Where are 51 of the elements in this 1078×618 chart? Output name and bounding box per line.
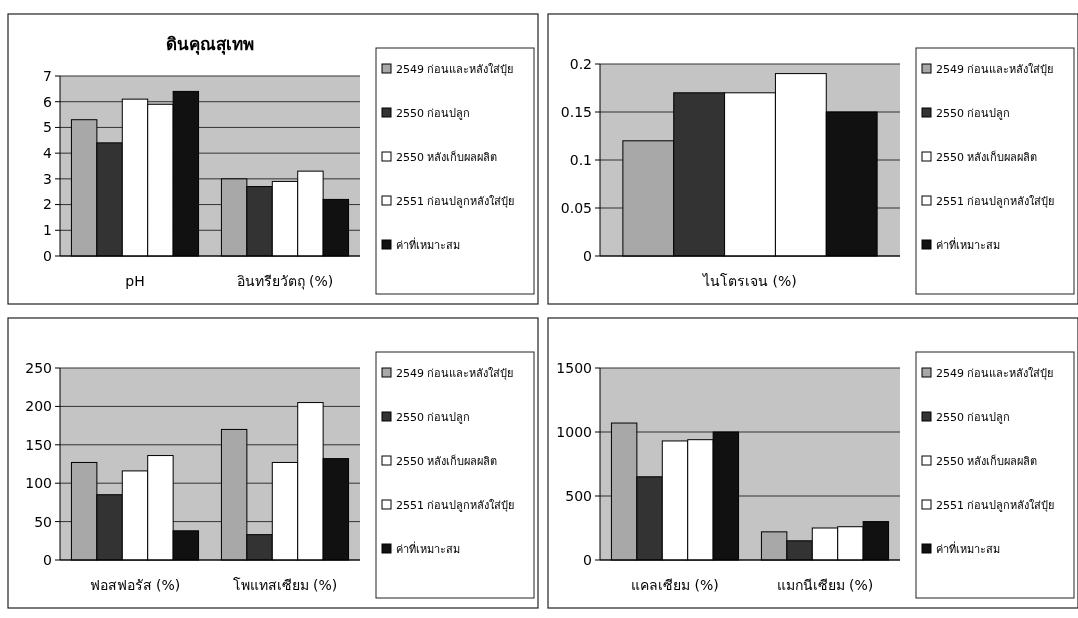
y-tick-label: 7	[43, 67, 52, 84]
legend-label: 2551 ก่อนปลูกหลังใส่ปุ๋ย	[936, 499, 1055, 512]
x-tick-label: ไนโตรเจน (%)	[702, 273, 797, 289]
y-tick-label: 1000	[556, 423, 592, 440]
legend-label: 2549 ก่อนและหลังใส่ปุ๋ย	[396, 367, 514, 380]
x-tick-label: โพแทสเซียม (%)	[232, 577, 338, 593]
legend-label: 2551 ก่อนปลูกหลังใส่ปุ๋ย	[396, 499, 515, 512]
y-tick-label: 4	[43, 145, 53, 162]
legend-label: 2550 ก่อนปลูก	[396, 411, 471, 424]
x-tick-label: อินทรียวัตถุ (%)	[236, 273, 334, 290]
legend-label: 2550 ก่อนปลูก	[936, 411, 1011, 424]
legend-label: 2549 ก่อนและหลังใส่ปุ๋ย	[396, 63, 514, 76]
y-tick-label: 0.2	[569, 55, 592, 72]
y-tick-label: 0	[583, 247, 592, 264]
y-tick-label: 150	[25, 436, 52, 453]
y-tick-label: 0	[43, 551, 52, 568]
y-tick-label: 200	[25, 398, 52, 415]
x-tick-label: pH	[125, 273, 145, 289]
x-tick-label: แมกนีเซียม (%)	[776, 577, 874, 593]
legend-label: 2550 หลังเก็บผลผลิต	[396, 150, 498, 164]
legend-label: 2550 หลังเก็บผลผลิต	[396, 454, 498, 468]
y-tick-label: 0	[583, 551, 592, 568]
y-tick-label: 100	[25, 475, 52, 492]
legend-label: 2551 ก่อนปลูกหลังใส่ปุ๋ย	[936, 195, 1055, 208]
y-tick-label: 0.1	[569, 151, 592, 168]
y-tick-label: 1500	[556, 359, 592, 376]
y-tick-label: 5	[43, 119, 52, 136]
y-tick-label: 0.05	[560, 199, 592, 216]
legend-label: 2551 ก่อนปลูกหลังใส่ปุ๋ย	[396, 195, 515, 208]
x-tick-label: ฟอสฟอรัส (%)	[89, 577, 181, 593]
legend-label: ค่าที่เหมาะสม	[396, 541, 460, 556]
legend-label: ค่าที่เหมาะสม	[936, 541, 1000, 556]
y-tick-label: 0.15	[560, 103, 592, 120]
chart-title: ดินคุณสุเทพ	[166, 34, 254, 55]
y-tick-label: 6	[43, 93, 53, 110]
legend-label: ค่าที่เหมาะสม	[936, 237, 1000, 252]
legend-label: 2550 หลังเก็บผลผลิต	[936, 150, 1038, 164]
y-tick-label: 50	[34, 513, 52, 530]
legend-label: 2549 ก่อนและหลังใส่ปุ๋ย	[936, 63, 1054, 76]
y-tick-label: 0	[43, 247, 52, 264]
y-tick-label: 3	[43, 170, 52, 187]
y-tick-label: 1	[43, 222, 52, 239]
legend-label: 2550 ก่อนปลูก	[936, 107, 1011, 120]
x-tick-label: แคลเซียม (%)	[631, 577, 719, 593]
legend-label: 2549 ก่อนและหลังใส่ปุ๋ย	[936, 367, 1054, 380]
y-tick-label: 2	[43, 196, 52, 213]
legend-label: 2550 หลังเก็บผลผลิต	[936, 454, 1038, 468]
legend-label: ค่าที่เหมาะสม	[396, 237, 460, 252]
y-tick-label: 250	[25, 359, 52, 376]
legend-label: 2550 ก่อนปลูก	[396, 107, 471, 120]
y-tick-label: 500	[565, 487, 592, 504]
